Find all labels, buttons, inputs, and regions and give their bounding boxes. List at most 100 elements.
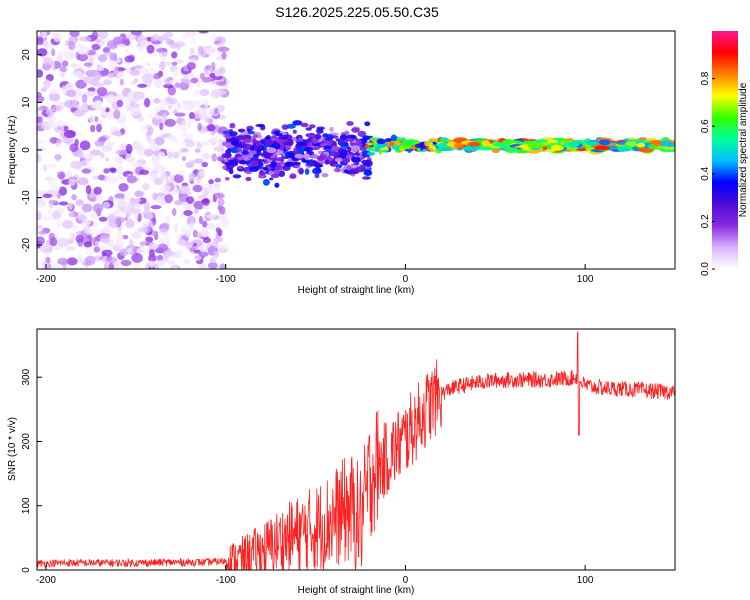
spectrogram-cell — [287, 138, 294, 146]
spectrogram-cell — [59, 72, 66, 78]
spectrogram-cell — [158, 152, 166, 160]
spectrogram-cell — [339, 134, 348, 140]
spectrogram-cell — [181, 104, 190, 110]
spectrogram-cell — [174, 250, 183, 258]
spectrogram-cell — [262, 179, 270, 186]
spectrogram-cell — [133, 78, 139, 83]
spectrogram-cell — [125, 143, 133, 154]
spectrogram-cell — [164, 118, 176, 127]
spectrogram-cell — [56, 50, 68, 56]
spectrogram-cell — [308, 162, 315, 166]
spectrogram-cell — [350, 156, 361, 163]
spectrogram-cell — [193, 200, 205, 210]
spectrogram-cell — [118, 183, 129, 192]
spectrogram-cell — [333, 167, 342, 173]
spectrogram-cell — [116, 99, 124, 108]
spectrogram-cell — [159, 50, 168, 61]
spectrogram-cell — [138, 45, 145, 53]
spectrogram-cell — [47, 115, 57, 122]
spectrogram-cell — [173, 109, 178, 115]
spectrogram-cell — [228, 168, 234, 175]
spectrogram-cell — [218, 138, 225, 149]
spectrogram-cell — [186, 118, 192, 128]
spectrogram-cell — [82, 217, 91, 227]
colorbar-gradient — [712, 31, 738, 269]
spectrogram-cell — [183, 259, 190, 265]
spectrogram-cell — [52, 105, 62, 112]
spectrogram-cell — [360, 146, 366, 153]
snr-y-tick-label: 0 — [21, 567, 32, 573]
spectrogram-cell — [202, 98, 208, 104]
spectrogram-cell — [137, 83, 148, 88]
spectrogram-cell — [156, 48, 168, 53]
spectrogram-cell — [348, 168, 358, 175]
spectrogram-cell — [515, 150, 528, 154]
spectrogram-cell — [68, 212, 75, 218]
spectrogram-cell — [193, 158, 204, 164]
colorbar-tick-label: 0.8 — [700, 71, 711, 85]
spectrogram-cell — [201, 161, 209, 168]
spectrogram-cell — [139, 125, 145, 132]
spectrogram-cell — [229, 131, 238, 137]
spectrogram-cell — [176, 43, 181, 51]
spectrogram-cell — [384, 138, 393, 142]
spectrogram-cell — [303, 147, 314, 152]
spectrogram-cell — [148, 242, 159, 250]
spectrogram-cell — [202, 154, 214, 159]
spectrogram-cell — [245, 170, 252, 175]
spectrogram-cell — [362, 176, 371, 180]
spectrogram-cell — [49, 88, 60, 95]
spectrogram-cell — [130, 231, 143, 239]
spectrogram-cell — [133, 261, 141, 269]
spectrogram-x-tick-label: -100 — [216, 274, 236, 285]
spectrogram-cell — [192, 184, 203, 193]
spectrogram-cell — [232, 158, 238, 165]
spectrogram-cell — [175, 59, 184, 65]
spectrogram-cell — [75, 88, 82, 98]
spectrogram-cell — [115, 149, 128, 156]
spectrogram-cell — [481, 140, 491, 147]
spectrogram-cell — [270, 173, 280, 178]
spectrogram-cell — [92, 175, 100, 181]
spectrogram-cell — [45, 97, 51, 106]
colorbar-tick-label: 0.6 — [700, 119, 711, 133]
colorbar-label: Normalized spectral amplitude — [738, 82, 749, 217]
spectrogram-cell — [106, 175, 118, 184]
spectrogram-cell — [212, 75, 224, 80]
spectrogram-y-tick-label: 0 — [21, 147, 32, 153]
spectrogram-cell — [91, 31, 99, 40]
spectrogram-cell — [55, 154, 61, 162]
spectrogram-cell — [51, 211, 62, 220]
spectrogram-cell — [108, 60, 117, 69]
spectrogram-cell — [438, 142, 449, 146]
spectrogram-cell — [212, 239, 219, 249]
spectrogram-cell — [202, 197, 210, 206]
spectrogram-cell — [96, 123, 102, 133]
snr-x-tick-label: 100 — [577, 575, 594, 586]
spectrogram-cell — [115, 240, 123, 250]
spectrogram-cell — [221, 51, 227, 60]
spectrogram-cell — [229, 122, 236, 129]
spectrogram-cell — [97, 174, 105, 181]
spectrogram-cell — [77, 53, 89, 62]
spectrogram-cell — [222, 130, 232, 134]
spectrogram-cell — [625, 141, 640, 147]
spectrogram-y-label: Frequency (Hz) — [7, 116, 18, 185]
spectrogram-cell — [230, 146, 239, 154]
spectrogram-cell — [215, 227, 221, 233]
spectrogram-cell — [186, 215, 196, 226]
spectrogram-cell — [197, 122, 202, 132]
spectrogram-cell — [242, 147, 248, 152]
spectrogram-cell — [206, 214, 217, 219]
spectrogram-cell — [51, 48, 56, 57]
spectrogram-cell — [367, 142, 374, 146]
spectrogram-cell — [146, 44, 155, 54]
spectrogram-cell — [174, 82, 181, 88]
snr-x-label: Height of straight line (km) — [298, 585, 415, 596]
spectrogram-cell — [171, 51, 178, 59]
spectrogram-cell — [126, 217, 133, 226]
spectrogram-cell — [586, 141, 599, 146]
spectrogram-cell — [416, 147, 421, 152]
spectrogram-cell — [102, 47, 111, 54]
spectrogram-cell — [113, 260, 120, 269]
